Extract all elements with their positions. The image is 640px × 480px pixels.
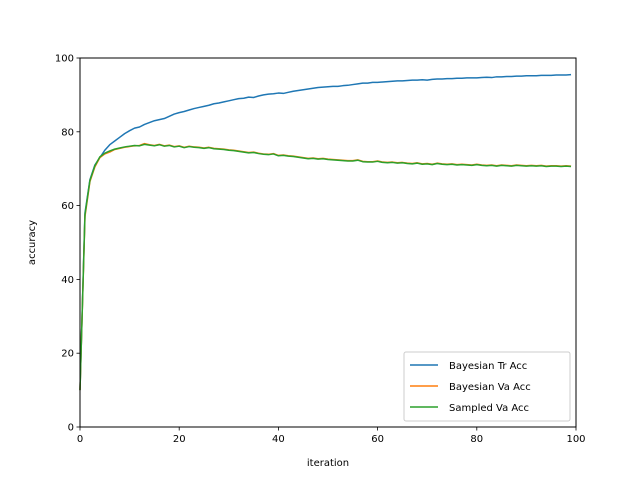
- legend: Bayesian Tr Acc Bayesian Va Acc Sampled …: [403, 351, 571, 422]
- x-tick-label: 100: [566, 434, 585, 445]
- plot-frame: [79, 57, 577, 428]
- y-axis-label: accuracy: [27, 220, 38, 265]
- series-line-sampled-va-acc: [79, 143, 572, 391]
- plot-area: [79, 73, 572, 391]
- y-tick-label: 20: [61, 349, 74, 360]
- x-tick-label: 40: [272, 434, 285, 445]
- y-tick-label: 40: [61, 275, 74, 286]
- y-tick-label: 80: [61, 127, 74, 138]
- y-tick-label: 0: [68, 423, 74, 434]
- series-line-bayesian-tr-acc: [79, 73, 572, 391]
- y-tick-label: 100: [55, 54, 74, 65]
- legend-box: [403, 351, 571, 422]
- x-tick-label: 80: [470, 434, 483, 445]
- legend-label-bayesian-tr-acc: Bayesian Tr Acc: [449, 361, 527, 372]
- x-tick-label: 60: [371, 434, 384, 445]
- x-axis-label: iteration: [307, 458, 349, 469]
- legend-label-sampled-va-acc: Sampled Va Acc: [449, 403, 529, 414]
- x-tick-label: 0: [77, 434, 83, 445]
- x-tick-label: 20: [173, 434, 186, 445]
- axis-ticks: 0 20 40 60 80 100 0 20 40 60 80 100: [55, 54, 586, 446]
- y-tick-label: 60: [61, 201, 74, 212]
- legend-label-bayesian-va-acc: Bayesian Va Acc: [449, 382, 531, 393]
